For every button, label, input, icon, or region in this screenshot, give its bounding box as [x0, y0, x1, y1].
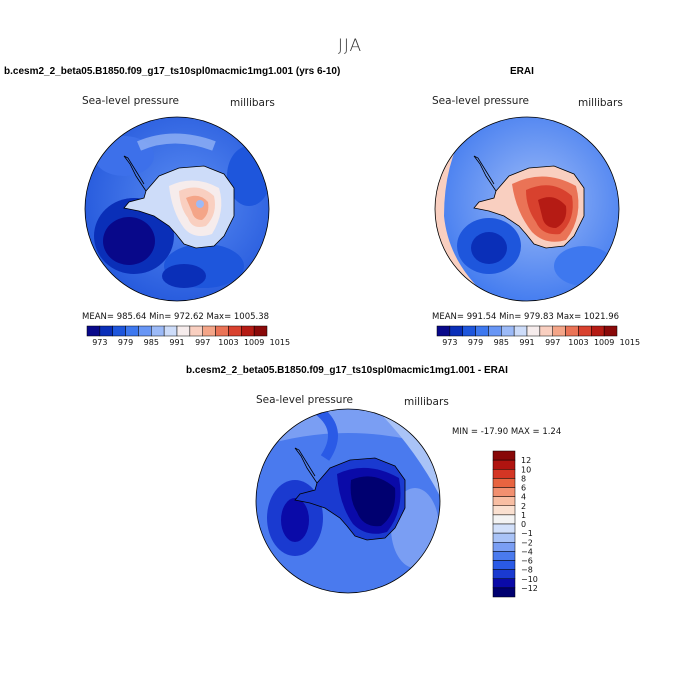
colorbar-box	[578, 325, 592, 337]
panel1-title: b.cesm2_2_beta05.B1850.f09_g17_ts10spl0m…	[4, 66, 341, 77]
panel2-stats: MEAN= 991.54 Min= 979.83 Max= 1021.96	[432, 312, 620, 322]
colorbar-box	[591, 325, 605, 337]
panel2-units-label: millibars	[578, 97, 623, 109]
colorbar-tick-label: 8	[521, 474, 526, 483]
colorbar-tick-label: 979	[118, 338, 133, 347]
panel1-colorbar: 973 979 985 991 997 1003 1009 1015	[86, 325, 290, 347]
colorbar-tick-label: 985	[494, 338, 509, 347]
colorbar-box	[449, 325, 463, 337]
colorbar-tick-label: −6	[521, 557, 533, 566]
colorbar-box	[492, 478, 516, 488]
colorbar-box	[163, 325, 178, 337]
colorbar-tick-label: 991	[519, 338, 534, 347]
panel3-map	[255, 408, 441, 594]
panel2-map	[434, 116, 620, 302]
colorbar-tick-label: 1015	[270, 338, 290, 347]
colorbar-box	[189, 325, 203, 337]
panel2-variable-label: Sea-level pressure	[432, 95, 530, 107]
colorbar-box	[492, 587, 516, 598]
colorbar-box	[492, 551, 516, 561]
colorbar-box	[112, 325, 126, 337]
colorbar-tick-label: 12	[521, 456, 531, 465]
colorbar-box	[492, 560, 516, 570]
colorbar-box	[539, 325, 553, 337]
colorbar-tick-label: 991	[169, 338, 184, 347]
colorbar-box	[565, 325, 579, 337]
colorbar-tick-label: 997	[195, 338, 210, 347]
colorbar-tick-label: 1	[521, 511, 526, 520]
colorbar-tick-label: 1015	[620, 338, 640, 347]
colorbar-box	[176, 325, 191, 337]
colorbar-box	[475, 325, 489, 337]
panel3-units-label: millibars	[404, 396, 449, 408]
colorbar-box	[151, 325, 165, 337]
colorbar-box	[125, 325, 139, 337]
panel2-colorbar: 973 979 985 991 997 1003 1009 1015	[436, 325, 640, 347]
colorbar-box	[492, 487, 516, 497]
colorbar-box	[492, 450, 516, 461]
colorbar-tick-label: −4	[521, 547, 533, 556]
panel3-variable-label: Sea-level pressure	[256, 394, 354, 406]
colorbar-box	[202, 325, 216, 337]
panel1-variable-label: Sea-level pressure	[82, 95, 180, 107]
colorbar-box	[492, 578, 516, 589]
colorbar-tick-label: 997	[545, 338, 560, 347]
colorbar-box	[462, 325, 476, 337]
colorbar-box	[253, 325, 268, 337]
colorbar-box	[492, 523, 516, 534]
panel1-units-label: millibars	[230, 97, 275, 109]
colorbar-box	[492, 514, 516, 525]
colorbar-tick-label: 1003	[568, 338, 588, 347]
colorbar-box	[492, 569, 516, 579]
colorbar-tick-label: 0	[521, 520, 526, 529]
panel1-stats: MEAN= 985.64 Min= 972.62 Max= 1005.38	[82, 312, 270, 322]
colorbar-box	[501, 325, 515, 337]
colorbar-box	[436, 325, 451, 337]
colorbar-box	[228, 325, 242, 337]
colorbar-tick-label: 1003	[218, 338, 238, 347]
colorbar-box	[552, 325, 566, 337]
colorbar-box	[241, 325, 255, 337]
colorbar-box	[492, 469, 516, 479]
colorbar-box	[492, 532, 516, 543]
colorbar-tick-label: −8	[521, 566, 533, 575]
colorbar-tick-label: −2	[521, 538, 533, 547]
colorbar-tick-label: 985	[144, 338, 159, 347]
colorbar-box	[526, 325, 541, 337]
colorbar-box	[215, 325, 229, 337]
colorbar-box	[513, 325, 528, 337]
panel3-stats: MIN = -17.90 MAX = 1.24	[452, 427, 562, 437]
colorbar-tick-label: 1009	[594, 338, 614, 347]
colorbar-box	[488, 325, 502, 337]
panel1-map	[84, 116, 270, 302]
colorbar-tick-label: 973	[92, 338, 107, 347]
colorbar-tick-label: 979	[468, 338, 483, 347]
colorbar-box	[492, 496, 516, 506]
colorbar-box	[492, 542, 516, 552]
colorbar-box	[138, 325, 152, 337]
panel2-title: ERAI	[510, 66, 534, 77]
colorbar-tick-label: −10	[521, 575, 538, 584]
colorbar-box	[99, 325, 113, 337]
colorbar-box	[86, 325, 101, 337]
panel3-title: b.cesm2_2_beta05.B1850.f09_g17_ts10spl0m…	[186, 365, 508, 376]
colorbar-box	[492, 459, 516, 470]
colorbar-tick-label: −1	[521, 529, 533, 538]
colorbar-tick-label: −12	[521, 584, 538, 593]
colorbar-tick-label: 10	[521, 465, 531, 474]
colorbar-box	[603, 325, 618, 337]
colorbar-tick-label: 6	[521, 484, 526, 493]
season-title: JJA	[337, 36, 363, 56]
colorbar-tick-label: 1009	[244, 338, 264, 347]
colorbar-tick-label: 2	[521, 502, 526, 511]
colorbar-tick-label: 973	[442, 338, 457, 347]
colorbar-tick-label: 4	[521, 493, 526, 502]
colorbar-box	[492, 505, 516, 516]
